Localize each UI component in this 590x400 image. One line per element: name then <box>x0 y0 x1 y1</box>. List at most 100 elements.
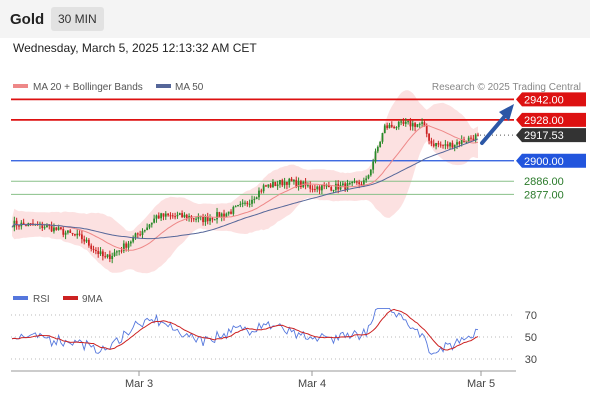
candle-body <box>101 251 104 257</box>
candle-body <box>244 202 246 204</box>
candle-body <box>120 250 123 252</box>
candle-body <box>288 178 291 185</box>
candle-body <box>430 140 433 144</box>
candle-body <box>330 187 333 191</box>
candle-body <box>467 137 470 142</box>
candle-body <box>192 218 195 220</box>
candle-body <box>400 121 403 123</box>
candle-body <box>183 214 186 218</box>
candle-body <box>297 181 300 188</box>
candle-body <box>134 233 137 238</box>
candle-body <box>204 216 207 223</box>
candle-body <box>325 185 328 187</box>
candle-body <box>414 123 416 127</box>
candle-body <box>195 218 197 220</box>
candle-body <box>171 215 174 217</box>
level-tag-2917.53 <box>516 128 586 143</box>
rsi-ma-legend-swatch <box>63 296 78 300</box>
candle-body <box>444 144 447 146</box>
candle-body <box>470 137 472 139</box>
x-tick-label: Mar 4 <box>298 378 326 390</box>
candle-body <box>274 181 277 187</box>
level-tag-2900.00 <box>516 153 586 168</box>
credit-label: Research © 2025 Trading Central <box>432 82 581 93</box>
candle-body <box>209 218 211 222</box>
candle-body <box>160 213 163 219</box>
candle-body <box>300 181 302 188</box>
interval-badge[interactable]: 30 MIN <box>51 7 104 31</box>
candle-body <box>60 227 62 229</box>
candle-body <box>81 234 83 240</box>
candle-body <box>67 230 69 233</box>
candle-body <box>155 215 158 219</box>
candle-body <box>437 143 440 145</box>
candle-body <box>251 199 253 204</box>
candle-body <box>360 184 363 186</box>
candle-body <box>332 189 335 191</box>
candle-body <box>393 126 396 129</box>
candle-body <box>248 203 251 205</box>
candle-body <box>279 180 281 185</box>
ma50-line <box>11 138 479 240</box>
candle-body <box>428 133 430 141</box>
candle-body <box>460 139 463 144</box>
candle-body <box>104 256 107 258</box>
candle-body <box>237 205 239 207</box>
candle-body <box>97 251 100 255</box>
level-tag-2942.00 <box>516 92 586 107</box>
candle-body <box>449 142 451 147</box>
rsi-legend-swatch <box>13 296 28 300</box>
candle-body <box>353 181 356 183</box>
candle-body <box>376 147 379 152</box>
candle-body <box>164 213 167 217</box>
candle-body <box>46 225 48 228</box>
candle-body <box>85 239 88 242</box>
ma50-legend-label: MA 50 <box>175 82 204 93</box>
candle-body <box>358 182 361 185</box>
candle-body <box>113 252 116 256</box>
candle-body <box>15 220 18 226</box>
candle-body <box>213 219 216 221</box>
candle-body <box>246 202 249 205</box>
candle-body <box>211 218 214 220</box>
candle-body <box>439 144 442 146</box>
candle-body <box>169 215 172 217</box>
candle-body <box>372 161 375 170</box>
candle-body <box>269 184 272 188</box>
candle-body <box>197 216 200 219</box>
x-axis-labels: Mar 3 Mar 4 Mar 5 <box>125 371 495 390</box>
candle-body <box>83 239 86 242</box>
candle-body <box>390 124 393 127</box>
candle-body <box>383 125 386 134</box>
candle-body <box>178 213 181 215</box>
level-label-2928.00: 2928.00 <box>524 115 564 127</box>
candle-body <box>318 186 321 191</box>
candle-body <box>141 231 144 235</box>
candle-body <box>442 144 444 146</box>
chart-header: Gold 30 MIN <box>0 0 590 38</box>
candle-body <box>50 225 53 232</box>
candle-body <box>216 212 218 220</box>
candle-body <box>234 206 237 208</box>
candle-body <box>146 227 149 231</box>
candle-body <box>386 125 389 129</box>
candle-body <box>62 228 65 235</box>
candle-body <box>421 122 423 124</box>
candle-body <box>334 183 337 190</box>
candle-body <box>411 123 414 127</box>
candle-body <box>348 183 351 185</box>
level-lines <box>11 98 514 195</box>
candle-body <box>227 211 230 214</box>
moving-averages <box>11 124 479 251</box>
candle-body <box>74 234 76 236</box>
candle-body <box>293 179 295 182</box>
candle-body <box>327 185 330 188</box>
candle-body <box>416 124 419 127</box>
candle-body <box>295 179 298 188</box>
candle-body <box>64 232 67 235</box>
candle-body <box>108 254 111 259</box>
candle-body <box>220 213 223 218</box>
candle-body <box>148 224 151 228</box>
candle-body <box>157 215 160 219</box>
candle-body <box>395 127 398 129</box>
